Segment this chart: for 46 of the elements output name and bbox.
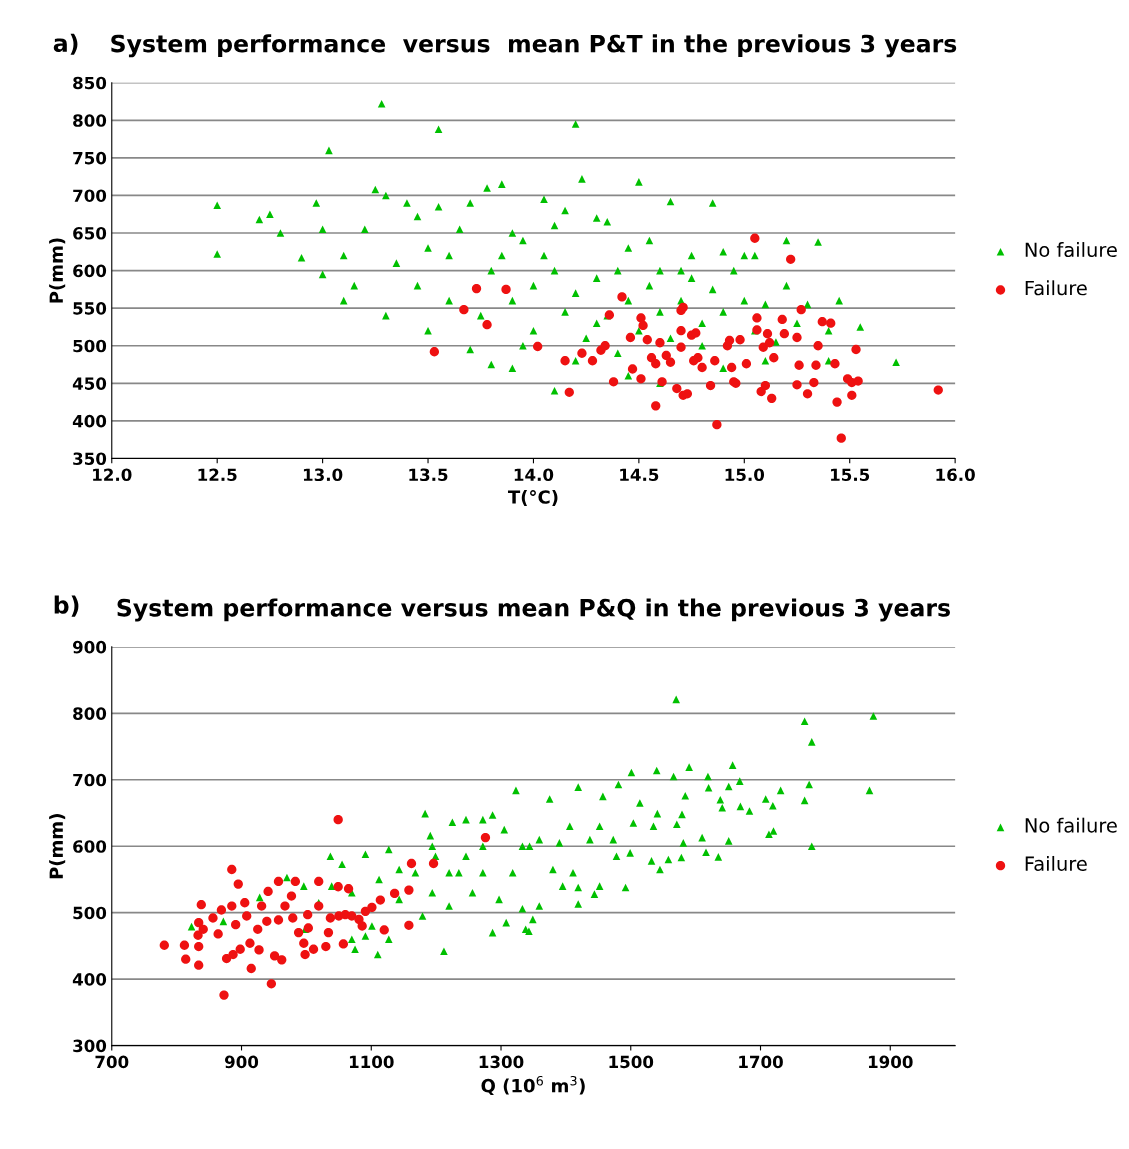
y-tick-label: 750 [73, 151, 107, 165]
legend-label: Failure [1025, 855, 1087, 872]
y-axis-title: P(mm) [49, 814, 66, 879]
y-tick-label: 450 [72, 377, 107, 390]
x-axis-title: T(°C) [507, 489, 558, 506]
x-tick-label: 13.5 [409, 468, 448, 482]
y-tick-label: 600 [73, 840, 107, 853]
x-tick-label: 16.0 [936, 468, 975, 482]
legend-label: No failure [1025, 242, 1117, 258]
text: a) [53, 33, 78, 55]
y-tick-label: 700 [73, 189, 107, 203]
x-tick-label: 1500 [609, 1055, 654, 1069]
x-tick-label: 1300 [479, 1055, 524, 1069]
x-tick-label: 12.5 [198, 468, 237, 482]
x-tick-label: 13.0 [303, 468, 343, 482]
y-tick-label: 700 [73, 773, 107, 787]
text: b) [54, 595, 79, 617]
x-tick-label: 15.5 [831, 468, 870, 482]
chart-title: System performance versus mean P&Q in the previous 3 years [117, 598, 950, 622]
y-tick-label: 400 [72, 414, 107, 428]
y-tick-label: 500 [73, 906, 107, 920]
y-tick-label: 350 [73, 452, 107, 466]
x-tick-label: 700 [95, 1055, 129, 1069]
y-tick-label: 400 [72, 973, 107, 986]
x-tick-label: 14.0 [514, 468, 554, 482]
x-axis-title: Q (10$^{6}$ m$^{3}$) [481, 1075, 585, 1095]
y-axis-title: P(mm) [49, 238, 66, 303]
x-tick-label: 14.5 [620, 468, 659, 482]
x-tick-label: 900 [224, 1055, 259, 1069]
y-tick-label: 900 [72, 640, 107, 654]
x-tick-label: 1100 [349, 1055, 394, 1069]
legend-label: Failure [1025, 280, 1087, 296]
y-tick-label: 800 [73, 707, 107, 720]
y-tick-label: 300 [73, 1039, 107, 1053]
legend-label: No failure [1025, 817, 1117, 833]
x-tick-label: 1900 [868, 1055, 913, 1069]
y-tick-label: 650 [73, 226, 107, 240]
y-tick-label: 550 [73, 302, 107, 315]
y-tick-label: 850 [73, 76, 107, 90]
y-tick-label: 800 [73, 114, 107, 127]
y-tick-label: 500 [73, 339, 107, 353]
x-tick-label: 1700 [739, 1055, 783, 1069]
chart-title: System performance versus mean P&T in the previous 3 years [111, 34, 957, 58]
x-tick-label: 15.0 [725, 468, 765, 482]
x-tick-label: 12.0 [93, 468, 132, 482]
y-tick-label: 600 [73, 264, 107, 278]
